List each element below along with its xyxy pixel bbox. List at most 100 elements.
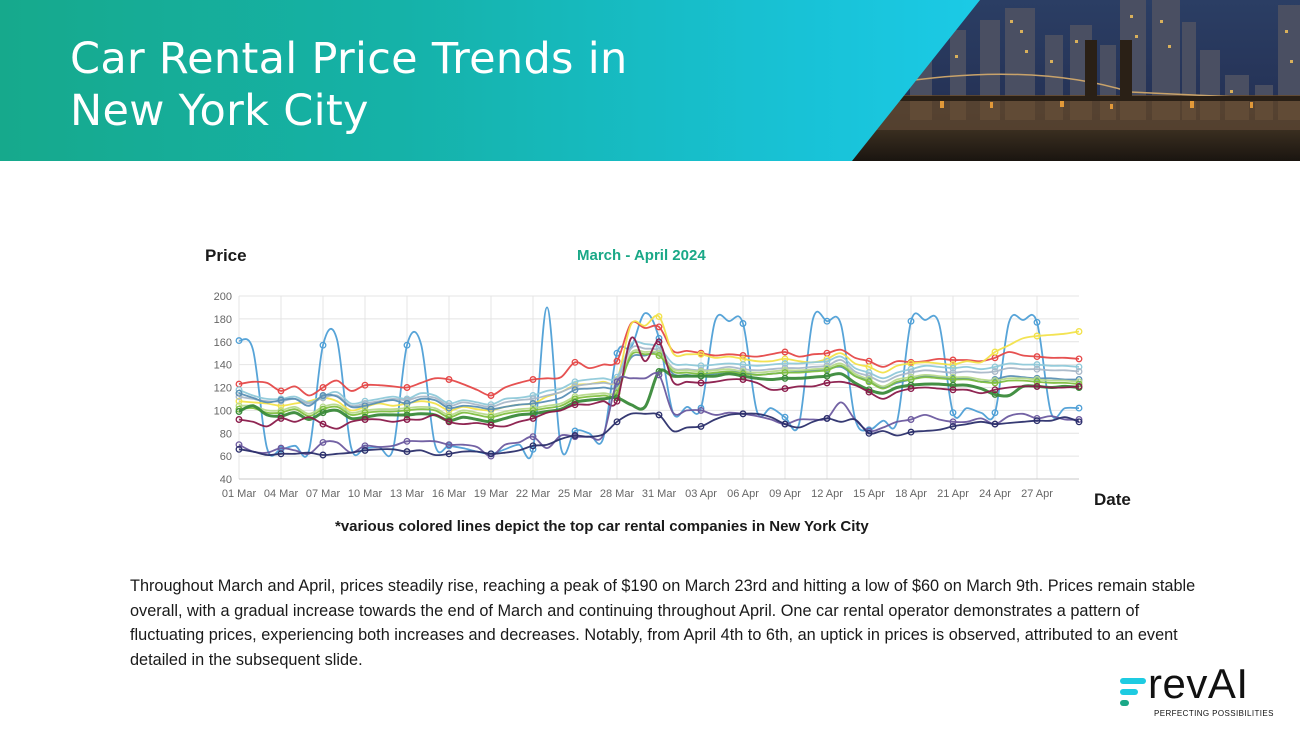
series-point (1033, 382, 1041, 390)
series-point (991, 368, 999, 375)
series-point (823, 414, 831, 422)
series-point (949, 418, 957, 426)
series-point (235, 397, 243, 405)
series-point (529, 410, 537, 418)
logo-mark-icon (1120, 678, 1146, 706)
series-point (1075, 328, 1083, 335)
y-tick-label: 200 (214, 291, 232, 303)
series-point (235, 445, 243, 453)
series-point (529, 442, 537, 450)
series-line (238, 314, 1080, 412)
series-point (319, 409, 327, 417)
series-point (991, 363, 999, 371)
series-point (991, 386, 999, 394)
series-point (991, 348, 999, 356)
x-tick-label: 18 Apr (895, 488, 927, 500)
y-tick-label: 160 (214, 337, 232, 349)
series-point (1033, 318, 1041, 326)
series-point (235, 337, 243, 345)
series-point (655, 323, 663, 331)
series-point (823, 317, 831, 325)
description-paragraph: Throughout March and April, prices stead… (130, 577, 1196, 669)
series-line (238, 412, 1080, 457)
line-chart-svg: 40 60 80 100 120 140 160 180 200 01 Mar 04 Mar 07 M… (214, 291, 1083, 500)
series-point (571, 432, 579, 439)
series-point (949, 364, 957, 372)
series-point (991, 379, 999, 387)
series-point (277, 387, 285, 395)
series-point (487, 421, 495, 429)
chart-footnote: *various colored lines depict the top ca… (335, 518, 869, 535)
series-point (781, 413, 789, 421)
series-point (319, 438, 327, 446)
x-tick-label: 21 Apr (937, 488, 969, 500)
series-point (655, 411, 663, 419)
page-title: Car Rental Price Trends in New York City (70, 33, 628, 137)
series-point (697, 406, 705, 414)
series-point (319, 384, 327, 391)
series-point (235, 416, 243, 423)
series-point (781, 360, 789, 367)
series-point (361, 409, 369, 417)
series-point (361, 442, 369, 450)
series-point (907, 416, 915, 423)
series-point (697, 379, 705, 387)
y-tick-label: 60 (220, 451, 232, 463)
title-line-1: Car Rental Price Trends in (70, 34, 628, 84)
y-tick-label: 120 (214, 383, 232, 395)
series-point (655, 313, 663, 321)
price-trend-chart: 40 60 80 100 120 140 160 180 200 01 Mar 04 Mar 07 M… (195, 238, 1150, 538)
series-point (445, 441, 453, 449)
series-point (823, 357, 831, 365)
series-point (697, 372, 705, 380)
y-tick-label: 40 (220, 474, 232, 486)
series-point (1033, 361, 1041, 369)
series-point (949, 386, 957, 394)
brand-logo: revAI PERFECTING POSSIBILITIES (1118, 660, 1283, 721)
series-point (1075, 376, 1083, 383)
x-tick-label: 28 Mar (600, 488, 635, 500)
series-point (739, 410, 747, 418)
series-point (445, 450, 453, 458)
series-point (823, 379, 831, 387)
series-point (739, 376, 747, 383)
series-point (1075, 355, 1083, 363)
series-point (1075, 404, 1083, 412)
y-tick-label: 100 (214, 405, 232, 417)
series-line (238, 351, 1080, 419)
series-point (403, 400, 411, 407)
series-point (403, 384, 411, 391)
series-point (781, 385, 789, 393)
series-point (613, 418, 621, 426)
y-tick-label: 80 (220, 428, 232, 440)
series-point (445, 376, 453, 383)
series-point (949, 409, 957, 417)
series-point (907, 428, 915, 436)
series-point (403, 406, 411, 414)
series-point (319, 451, 327, 459)
x-axis-title: Date (1094, 490, 1131, 509)
x-tick-label: 06 Apr (727, 488, 759, 500)
x-tick-label: 25 Mar (558, 488, 593, 500)
series-point (613, 357, 621, 365)
y-axis-title: Price (205, 246, 247, 265)
city-skyline-photo (830, 0, 1300, 161)
x-tick-label: 10 Mar (348, 488, 383, 500)
x-tick-label: 07 Mar (306, 488, 341, 500)
x-tick-label: 16 Mar (432, 488, 467, 500)
series-point (991, 420, 999, 428)
series-point (781, 420, 789, 428)
series-point (907, 385, 915, 393)
series-point (1033, 332, 1041, 340)
series-point (403, 448, 411, 456)
logo-tagline: PERFECTING POSSIBILITIES (1154, 709, 1274, 718)
series-point (319, 341, 327, 349)
series-point (613, 397, 621, 405)
series-point (571, 386, 579, 394)
title-line-2: New York City (70, 86, 369, 136)
series-point (907, 317, 915, 325)
series-point (529, 395, 537, 403)
series-point (235, 441, 243, 449)
series-point (991, 390, 999, 398)
series-point (949, 422, 957, 430)
